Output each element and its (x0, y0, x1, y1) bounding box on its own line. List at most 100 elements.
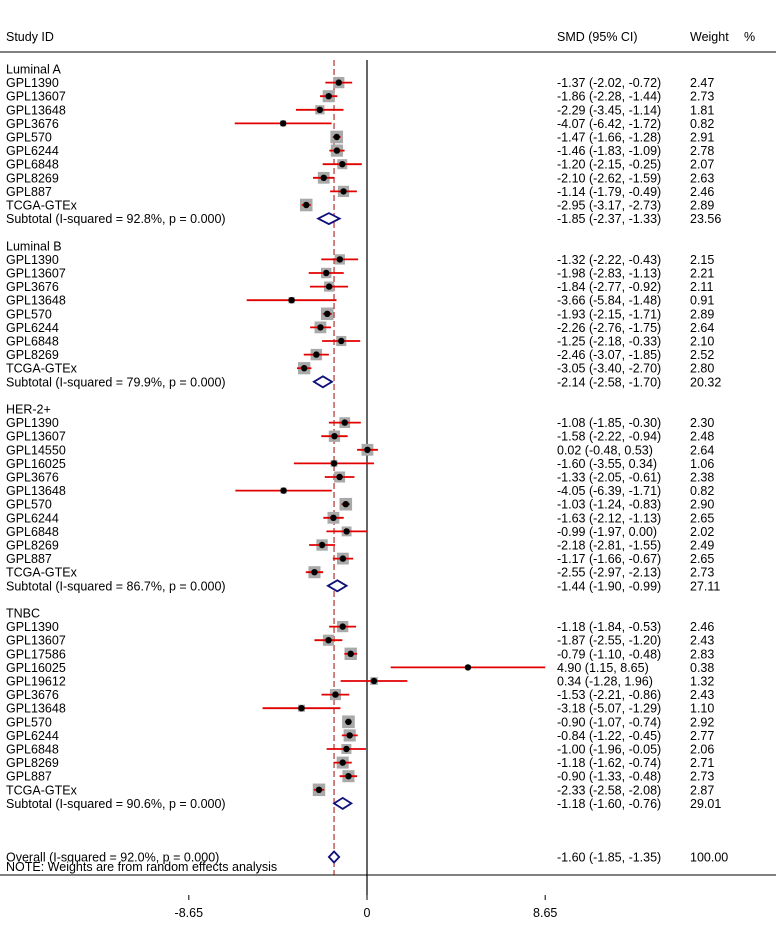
study-id: GPL17586 (6, 647, 66, 661)
study-weight: 2.21 (690, 267, 714, 281)
group-title: TNBC (6, 607, 40, 621)
forest-rows: Luminal A GPL1390 -1.37 (-2.02, -0.72) 2.47… (6, 63, 728, 865)
x-tick-label: 0 (364, 906, 371, 920)
x-tick-label: 8.65 (533, 906, 557, 920)
study-smd-ci: 0.02 (-0.48, 0.53) (557, 443, 653, 457)
point-estimate (338, 337, 345, 345)
x-axis: -8.65 0 8.65 (175, 895, 557, 920)
study-weight: 2.64 (690, 443, 714, 457)
study-smd-ci: -4.07 (-6.42, -1.72) (557, 117, 661, 131)
study-smd-ci: -3.66 (-5.84, -1.48) (557, 294, 661, 308)
study-id: GPL887 (6, 552, 52, 566)
study-smd-ci: -1.37 (-2.02, -0.72) (557, 76, 661, 90)
study-smd-ci: -4.05 (-6.39, -1.71) (557, 484, 661, 498)
header-smd: SMD (95% CI) (557, 30, 638, 44)
study-row: GPL17586 -0.79 (-1.10, -0.48) 2.83 (6, 647, 714, 661)
point-estimate (323, 269, 330, 277)
study-row: GPL1390 -1.32 (-2.22, -0.43) 2.15 (6, 253, 714, 267)
study-smd-ci: -1.17 (-1.66, -0.67) (557, 552, 661, 566)
study-smd-ci: -2.55 (-2.97, -2.13) (557, 566, 661, 580)
study-row: TCGA-GTEx -2.95 (-3.17, -2.73) 2.89 (6, 199, 714, 213)
study-weight: 2.02 (690, 525, 714, 539)
x-tick-label: -8.65 (175, 906, 204, 920)
study-smd-ci: -1.46 (-1.83, -1.09) (557, 144, 661, 158)
point-estimate (325, 283, 333, 290)
point-estimate (370, 677, 378, 685)
point-estimate (340, 188, 347, 195)
study-weight: 1.81 (690, 103, 714, 117)
subtotal-label: Subtotal (I-squared = 79.9%, p = 0.000) (6, 375, 226, 389)
point-estimate (464, 664, 472, 671)
study-weight: 0.91 (690, 294, 714, 308)
study-row: GPL13648 -2.29 (-3.45, -1.14) 1.81 (6, 103, 714, 117)
study-weight: 0.38 (690, 661, 714, 675)
point-estimate (331, 433, 338, 440)
study-smd-ci: -2.33 (-2.58, -2.08) (557, 783, 661, 797)
study-row: GPL13648 -3.66 (-5.84, -1.48) 0.91 (6, 294, 714, 308)
study-row: GPL13607 -1.87 (-2.55, -1.20) 2.43 (6, 634, 714, 648)
subtotal-label: Subtotal (I-squared = 86.7%, p = 0.000) (6, 579, 226, 593)
study-weight: 2.49 (690, 539, 714, 553)
study-smd-ci: -1.98 (-2.83, -1.13) (557, 267, 661, 281)
study-smd-ci: -1.32 (-2.22, -0.43) (557, 253, 661, 267)
study-id: GPL8269 (6, 756, 59, 770)
study-row: GPL16025 -1.60 (-3.55, 0.34) 1.06 (6, 457, 714, 471)
study-row: GPL8269 -2.10 (-2.62, -1.59) 2.63 (6, 171, 714, 185)
study-row: GPL8269 -2.46 (-3.07, -1.85) 2.52 (6, 348, 714, 362)
study-smd-ci: -1.25 (-2.18, -0.33) (557, 335, 661, 349)
study-id: GPL6848 (6, 158, 59, 172)
study-row: GPL570 -1.93 (-2.15, -1.71) 2.89 (6, 307, 714, 321)
study-id: GPL1390 (6, 416, 59, 430)
subtotal-smd-ci: -1.85 (-2.37, -1.33) (557, 212, 661, 226)
study-smd-ci: -3.18 (-5.07, -1.29) (557, 702, 661, 716)
point-estimate (333, 133, 340, 141)
study-row: TCGA-GTEx -2.55 (-2.97, -2.13) 2.73 (6, 566, 714, 580)
point-estimate (298, 705, 305, 712)
point-estimate (315, 786, 323, 793)
study-id: GPL887 (6, 770, 52, 784)
group-title: Luminal A (6, 63, 62, 77)
study-row: GPL1390 -1.18 (-1.84, -0.53) 2.46 (6, 620, 714, 634)
study-id: GPL6244 (6, 729, 59, 743)
point-estimate (339, 623, 346, 630)
study-smd-ci: -2.29 (-3.45, -1.14) (557, 103, 661, 117)
study-row: GPL3676 -1.84 (-2.77, -0.92) 2.11 (6, 280, 713, 294)
overall-diamond (327, 850, 341, 864)
study-id: GPL13648 (6, 702, 66, 716)
study-weight: 1.06 (690, 457, 714, 471)
study-id: GPL570 (6, 498, 52, 512)
table-header: Study ID SMD (95% CI) Weight % (0, 30, 776, 53)
study-smd-ci: 4.90 (1.15, 8.65) (557, 661, 649, 675)
study-smd-ci: -0.90 (-1.07, -0.74) (557, 715, 661, 729)
study-id: GPL13607 (6, 267, 66, 281)
study-smd-ci: -1.60 (-3.55, 0.34) (557, 457, 657, 471)
study-weight: 2.06 (690, 743, 714, 757)
study-smd-ci: -0.99 (-1.97, 0.00) (557, 525, 657, 539)
point-estimate (318, 541, 326, 549)
study-weight: 2.46 (690, 185, 714, 199)
study-row: GPL13607 -1.58 (-2.22, -0.94) 2.48 (6, 430, 714, 444)
study-row: GPL8269 -2.18 (-2.81, -1.55) 2.49 (6, 539, 714, 553)
point-estimate (341, 419, 348, 426)
study-id: TCGA-GTEx (6, 566, 78, 580)
study-weight: 2.11 (690, 280, 713, 294)
overall-smd-ci: -1.60 (-1.85, -1.35) (557, 851, 661, 865)
study-weight: 1.32 (690, 675, 714, 689)
header-study-id: Study ID (6, 30, 54, 44)
study-row: GPL13648 -3.18 (-5.07, -1.29) 1.10 (6, 702, 714, 716)
study-id: GPL8269 (6, 348, 59, 362)
study-smd-ci: -1.00 (-1.96, -0.05) (557, 743, 661, 757)
study-row: GPL570 -1.47 (-1.66, -1.28) 2.91 (6, 131, 714, 145)
study-smd-ci: -0.90 (-1.33, -0.48) (557, 770, 661, 784)
subtotal-diamond (332, 796, 354, 810)
subtotal-row: Subtotal (I-squared = 92.8%, p = 0.000) -… (6, 212, 721, 226)
study-id: GPL13648 (6, 294, 66, 308)
study-smd-ci: -2.10 (-2.62, -1.59) (557, 171, 661, 185)
study-id: GPL570 (6, 131, 52, 145)
study-id: TCGA-GTEx (6, 199, 78, 213)
point-estimate (336, 473, 343, 481)
study-row: GPL887 -1.14 (-1.79, -0.49) 2.46 (6, 185, 714, 199)
study-row: GPL3676 -1.33 (-2.05, -0.61) 2.38 (6, 471, 714, 485)
study-weight: 2.47 (690, 76, 714, 90)
